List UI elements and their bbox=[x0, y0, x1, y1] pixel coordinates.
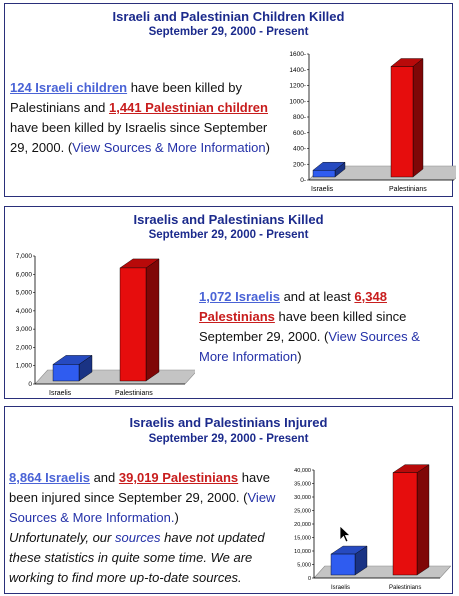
y-tick-label: 25,000 bbox=[294, 509, 311, 515]
y-tick-label: 10,000 bbox=[294, 549, 311, 555]
y-tick-label: 2,000 bbox=[16, 344, 33, 351]
injured-panel: Israelis and Palestinians Injured Septem… bbox=[4, 406, 453, 594]
bar-chart: 0 1,000 2,000 3,000 4,000 5,000 6,000 7,000 Isra… bbox=[16, 253, 195, 397]
panel-title: Israeli and Palestinian Children Killed bbox=[112, 9, 345, 24]
panel-text: 1,072 Israelis and at least 6,348 Palest… bbox=[199, 287, 444, 367]
text-segment: and bbox=[89, 470, 119, 485]
y-tick-label: 1200- bbox=[289, 83, 306, 90]
bar-palestinians bbox=[390, 66, 414, 178]
panel-title: Israelis and Palestinians Killed bbox=[133, 212, 324, 227]
bar-chart: 0- 200- 400- 600- 800- 1000- 1200- 1400- 1600- Is… bbox=[289, 51, 456, 193]
israeli-children-link[interactable]: 124 Israeli children bbox=[10, 80, 128, 95]
panel-subtitle: September 29, 2000 - Present bbox=[148, 26, 309, 38]
y-tick-label: 0 bbox=[308, 576, 311, 582]
bar-israelis bbox=[52, 364, 80, 382]
bar-side bbox=[416, 464, 430, 576]
killed-panel: Israelis and Palestinians Killed Septemb… bbox=[4, 206, 453, 399]
panel-subtitle: September 29, 2000 - Present bbox=[148, 229, 309, 241]
y-tick-label: 1000- bbox=[289, 98, 306, 105]
palestinian-children-link[interactable]: 1,441 Palestinian children bbox=[109, 100, 268, 115]
israelis-killed-link[interactable]: 1,072 Israelis bbox=[199, 289, 280, 304]
y-tick-label: 1400- bbox=[289, 67, 306, 74]
x-category-label: Israelis bbox=[311, 186, 334, 193]
sources-link[interactable]: View Sources & More Information bbox=[72, 140, 266, 155]
text-segment: ) bbox=[265, 140, 270, 155]
y-tick-label: 3,000 bbox=[16, 326, 33, 333]
text-segment: have been killed since September 29, 200… bbox=[199, 309, 407, 344]
panel-title: Israelis and Palestinians Injured bbox=[129, 415, 328, 430]
y-tick-label: 5,000 bbox=[16, 290, 33, 297]
y-tick-label: 30,000 bbox=[294, 495, 311, 501]
y-tick-label: 5,000 bbox=[297, 563, 311, 569]
text-segment: have been injured since September 29, 20… bbox=[9, 470, 270, 505]
palestinians-injured-link[interactable]: 39,019 Palestinians bbox=[118, 470, 239, 485]
y-tick-label: 1,000 bbox=[16, 363, 33, 370]
y-tick-label: 0 bbox=[28, 381, 32, 388]
y-tick-label: 200- bbox=[293, 161, 306, 168]
y-tick-label: 15,000 bbox=[294, 536, 311, 542]
y-tick-label: 1600- bbox=[289, 51, 306, 58]
bar-chart: 0 5,000 10,000 15,000 20,000 25,000 30,000 35,0… bbox=[294, 464, 451, 591]
bar-palestinians bbox=[392, 472, 418, 576]
panel-subtitle: September 29, 2000 - Present bbox=[148, 433, 309, 445]
y-tick-label: 35,000 bbox=[294, 482, 311, 488]
x-category-label: Palestinians bbox=[389, 186, 427, 193]
sources-link[interactable]: View Sources & More Information bbox=[199, 329, 420, 364]
text-segment: and at least bbox=[279, 289, 355, 304]
children-killed-panel: Israeli and Palestinian Children Killed … bbox=[4, 3, 456, 197]
mouse-cursor-icon bbox=[339, 525, 351, 543]
y-tick-label: 600- bbox=[293, 130, 306, 137]
sources-link[interactable]: View Sources & More Information. bbox=[9, 490, 276, 525]
y-tick-label: 20,000 bbox=[294, 522, 311, 528]
x-category-label: Palestinians bbox=[115, 390, 153, 397]
bar-side bbox=[145, 258, 160, 382]
bar-side bbox=[412, 58, 424, 178]
text-segment: have been killed by Palestinians and bbox=[10, 80, 242, 115]
x-category-label: Israelis bbox=[49, 390, 72, 397]
y-tick-label: 800- bbox=[293, 114, 306, 121]
y-tick-label: 0- bbox=[300, 177, 306, 184]
x-category-label: Palestinians bbox=[389, 585, 421, 591]
y-tick-label: 400- bbox=[293, 146, 306, 153]
y-tick-label: 40,000 bbox=[294, 468, 311, 474]
y-tick-label: 7,000 bbox=[16, 253, 33, 260]
text-segment: ) bbox=[297, 349, 302, 364]
text-segment: have been killed by Israelis since Septe… bbox=[10, 120, 268, 155]
bar-palestinians bbox=[119, 267, 147, 382]
text-segment: have not updated these statistics in qui… bbox=[9, 530, 265, 585]
palestinians-killed-link[interactable]: 6,348 Palestinians bbox=[199, 289, 387, 324]
x-category-label: Israelis bbox=[331, 585, 350, 591]
y-tick-label: 6,000 bbox=[16, 271, 33, 278]
y-tick-label: 4,000 bbox=[16, 308, 33, 315]
bar-israelis bbox=[330, 553, 356, 576]
text-segment: ) bbox=[174, 510, 179, 525]
panel-text: 124 Israeli children have been killed by… bbox=[10, 78, 275, 158]
text-segment: Unfortunately, our bbox=[9, 530, 115, 545]
israelis-injured-link[interactable]: 8,864 Israelis bbox=[9, 470, 90, 485]
note-text: Unfortunately, our sources have not upda… bbox=[9, 530, 265, 585]
bar-israelis bbox=[312, 170, 336, 178]
sources-note-link[interactable]: sources bbox=[114, 530, 161, 545]
panel-text: 8,864 Israelis and 39,019 Palestinians h… bbox=[9, 468, 277, 588]
